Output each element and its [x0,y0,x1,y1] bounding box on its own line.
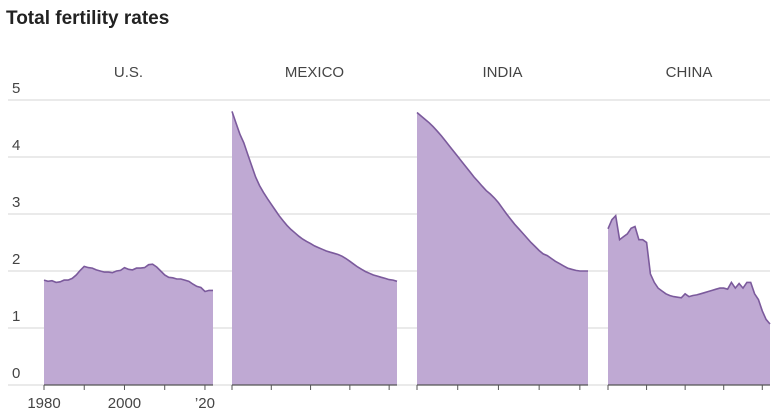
y-tick-label: 3 [12,194,20,211]
panel-title: INDIA [482,64,522,81]
x-tick-label: ’20 [195,395,215,412]
y-tick-label: 0 [12,365,20,382]
area-fill [232,111,397,386]
panel-title: U.S. [114,64,143,81]
panel-title: CHINA [666,64,713,81]
area-fill [417,112,588,385]
area-line [607,213,771,325]
area-line [416,111,588,272]
y-tick-label: 5 [12,80,20,97]
area-line [43,263,213,293]
area-fill [44,264,213,385]
chart-title: Total fertility rates [6,8,169,29]
area-line [231,111,398,283]
y-tick-label: 1 [12,308,20,325]
panel-title: MEXICO [285,64,344,81]
x-tick-label: 1980 [27,395,60,412]
area-fill [608,215,770,385]
x-tick-label: 2000 [108,395,141,412]
y-tick-label: 2 [12,251,20,268]
y-tick-label: 4 [12,137,20,154]
